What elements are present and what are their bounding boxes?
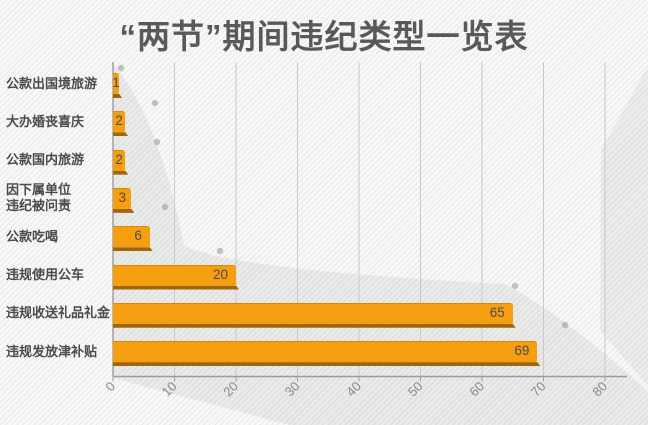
bar <box>113 302 513 324</box>
bar-value-label: 2 <box>115 151 123 167</box>
bar-value-label: 2 <box>115 113 123 129</box>
bar-value-label: 69 <box>514 343 530 359</box>
bar <box>113 111 126 133</box>
category-label: 违规使用公车 <box>6 267 85 282</box>
bar <box>113 187 132 209</box>
bar-value-label: 20 <box>212 266 228 282</box>
category-label: 因下属单位 违纪被问责 <box>6 182 72 214</box>
bar <box>113 226 150 248</box>
category-label: 违规收送礼品礼金 <box>6 305 111 321</box>
chart-title: “两节”期间违纪类型一览表 <box>119 18 529 55</box>
bar <box>113 149 126 171</box>
category-label: 公款吃喝 <box>6 228 59 244</box>
bar-value-label: 3 <box>118 189 126 205</box>
bar <box>113 341 538 363</box>
bar <box>113 73 120 94</box>
bar-value-label: 6 <box>134 228 142 244</box>
category-label: 违规发放津补贴 <box>6 343 98 359</box>
bar-value-label: 1 <box>112 75 120 90</box>
bar-value-label: 65 <box>489 304 505 320</box>
category-label: 公款出国境旅游 <box>6 75 98 91</box>
category-label: 大办婚丧喜庆 <box>6 113 85 129</box>
category-label: 公款国内旅游 <box>6 152 85 168</box>
